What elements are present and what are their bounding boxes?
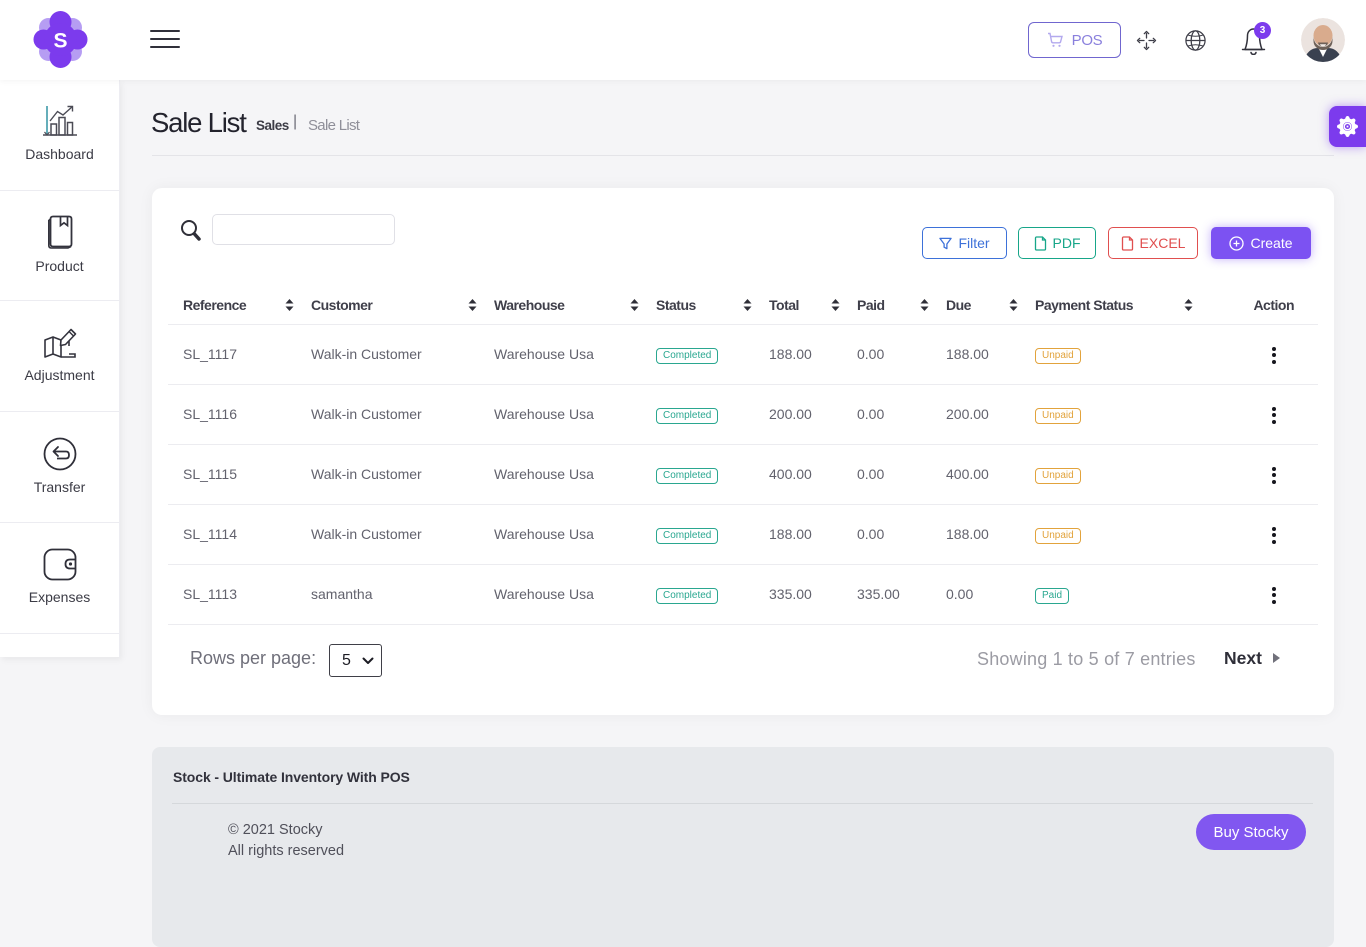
svg-text:S: S	[53, 30, 67, 53]
